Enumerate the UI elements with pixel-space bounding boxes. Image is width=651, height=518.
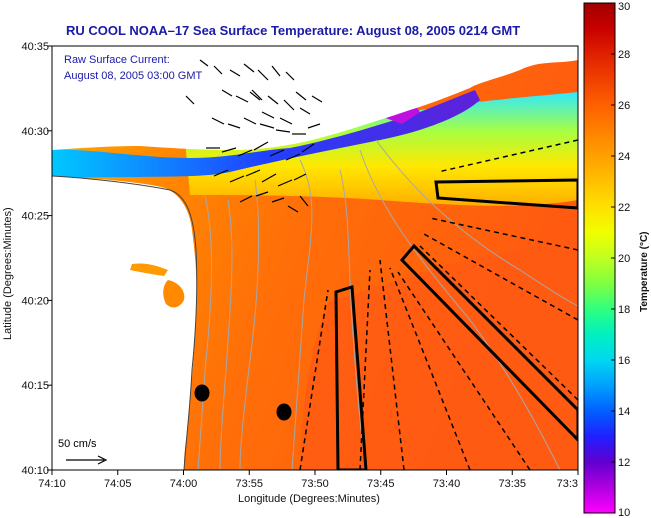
colorbar-tick-label: 16 — [618, 355, 630, 367]
colorbar-tick-label: 30 — [618, 1, 630, 13]
colorbar-tick-label: 22 — [618, 202, 630, 214]
scale-arrow-head — [97, 455, 108, 465]
x-tick-label: 73:55 — [235, 478, 263, 490]
colorbar-tick-label: 12 — [618, 457, 630, 469]
figure-title: RU COOL NOAA–17 Sea Surface Temperature:… — [66, 23, 520, 38]
y-tick-label: 40:35 — [21, 41, 49, 53]
y-axis-label: Latitude (Degrees:Minutes) — [2, 207, 14, 340]
warm-core — [300, 249, 578, 470]
current-time: August 08, 2005 03:00 GMT — [64, 70, 202, 82]
x-tick-label: 73:45 — [367, 478, 395, 490]
coastline — [52, 175, 198, 470]
estuary — [163, 280, 185, 308]
x-tick-label: 73:50 — [301, 478, 329, 490]
y-tick-label: 40:25 — [21, 211, 49, 223]
colorbar-tick-label: 28 — [618, 49, 630, 61]
estuary-arm — [130, 263, 168, 276]
isobaths — [197, 139, 578, 470]
y-tick-label: 40:20 — [21, 295, 49, 307]
land-west — [52, 176, 197, 470]
colorbar-tick-label: 26 — [618, 100, 630, 112]
colorbar — [583, 2, 616, 514]
map-panel — [52, 46, 578, 470]
colorbar-label: Temperature (°C) — [639, 232, 650, 313]
x-tick-label: 74:10 — [38, 478, 66, 490]
colorbar-tick-label: 10 — [618, 507, 630, 518]
x-tick-label: 73:40 — [433, 478, 461, 490]
dashed-track-lines — [299, 139, 578, 470]
x-tick-label: 74:00 — [170, 478, 198, 490]
cool-water-front — [185, 92, 578, 206]
y-tick-label: 40:15 — [21, 380, 49, 392]
current-vectors — [185, 59, 323, 213]
colorbar-tick-label: 24 — [618, 151, 630, 163]
colorbar-tick-label: 20 — [618, 253, 630, 265]
y-tick-label: 40:10 — [21, 465, 49, 477]
colorbar-tick-label: 14 — [618, 406, 630, 418]
x-axis-label: Longitude (Degrees:Minutes) — [238, 493, 380, 505]
x-tick-label: 73:35 — [498, 478, 526, 490]
station-dot — [276, 403, 292, 421]
y-tick-label: 40:30 — [21, 126, 49, 138]
solid-track-boxes — [334, 178, 578, 470]
x-axis-ticks: 74:10 74:05 74:00 73:55 73:50 73:45 73:40 73:35… — [38, 470, 579, 490]
station-dot — [194, 384, 210, 402]
colorbar-ticks: 30 28 26 24 22 20 18 16 14 12 10 — [611, 1, 630, 518]
x-tick-label: 74:05 — [104, 478, 132, 490]
current-label: Raw Surface Current: — [64, 54, 170, 66]
y-axis-ticks: 40:35 40:30 40:25 40:20 40:15 40:10 — [21, 41, 52, 477]
scale-label: 50 cm/s — [58, 438, 97, 450]
cold-band — [52, 90, 480, 178]
x-tick-label: 73:3 — [557, 478, 578, 490]
colorbar-tick-label: 18 — [618, 304, 630, 316]
